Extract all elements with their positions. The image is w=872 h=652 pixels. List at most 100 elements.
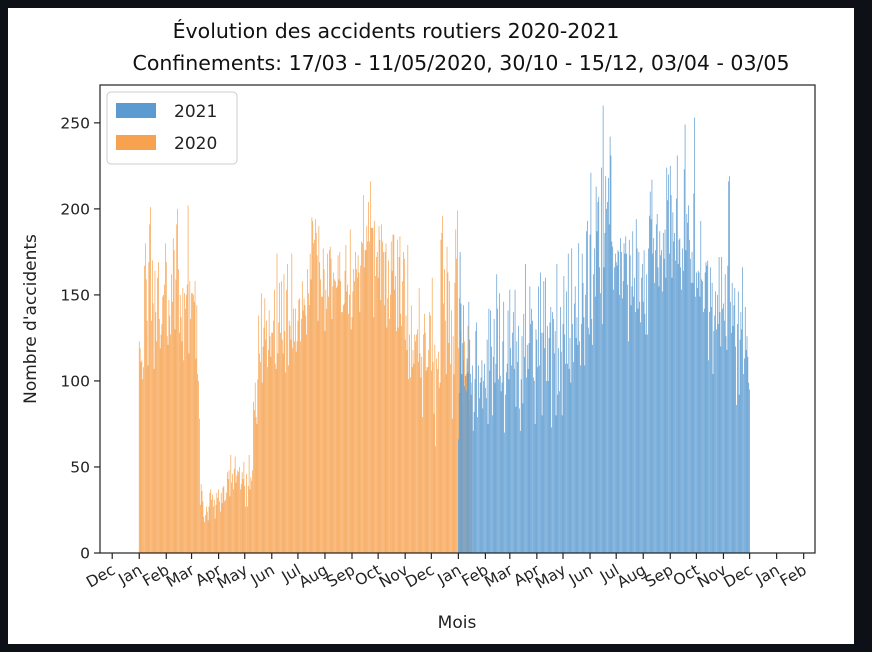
bar-2020 (399, 236, 401, 553)
bar-2021 (496, 274, 498, 553)
bar-2021 (590, 172, 592, 553)
bar-2021 (619, 294, 621, 553)
bar-2021 (608, 177, 609, 553)
bar-2021 (614, 267, 615, 553)
bar-2021 (477, 417, 478, 553)
bar-2021 (569, 337, 571, 553)
bar-2020 (301, 319, 302, 553)
bar-2021 (731, 282, 733, 553)
bar-2020 (386, 327, 388, 553)
bar-2021 (497, 308, 498, 553)
bar-2021 (634, 277, 635, 553)
bar-2020 (368, 202, 369, 553)
bar-2021 (726, 349, 728, 553)
bar-2020 (329, 246, 331, 554)
bar-2020 (207, 520, 209, 553)
bar-2021 (709, 312, 710, 553)
y-axis-label: Nombre d'accidents (21, 234, 41, 404)
bar-2021 (748, 382, 750, 553)
bar-2021 (602, 105, 604, 554)
bar-2021 (571, 248, 573, 553)
bar-2021 (721, 257, 723, 553)
bar-2020 (270, 356, 272, 553)
bar-2021 (656, 214, 658, 554)
bar-2021 (622, 281, 624, 553)
bar-2021 (478, 398, 480, 553)
bar-2020 (415, 341, 416, 553)
bar-2021 (577, 344, 579, 553)
bar-2021 (686, 214, 688, 554)
bar-2021 (705, 262, 707, 553)
bar-2021 (509, 289, 511, 553)
bar-2020 (372, 227, 374, 553)
bar-2021 (536, 339, 538, 553)
bar-2020 (170, 334, 171, 553)
bar-2020 (323, 269, 325, 553)
bar-2021 (564, 334, 566, 553)
bar-2020 (187, 205, 189, 553)
x-tick-label: Jun (247, 561, 278, 589)
bar-2020 (424, 332, 426, 553)
bar-2021 (526, 377, 527, 553)
bar-2020 (240, 484, 242, 553)
bar-2020 (328, 296, 329, 553)
bar-2020 (400, 313, 402, 553)
bar-2020 (246, 473, 247, 553)
bar-2021 (689, 258, 691, 553)
bar-2020 (349, 294, 350, 553)
bar-2021 (479, 382, 481, 553)
bar-2021 (556, 263, 558, 553)
bar-2020 (235, 482, 237, 553)
plot-area-frame (99, 84, 816, 554)
bar-2020 (205, 515, 206, 553)
bar-2020 (336, 286, 338, 553)
bar-2021 (683, 169, 685, 553)
bar-2020 (238, 472, 239, 553)
bar-2020 (401, 325, 403, 553)
bar-2021 (485, 387, 486, 553)
bar-2021 (529, 286, 531, 553)
bar-2021 (693, 193, 695, 553)
bar-2020 (432, 362, 434, 553)
x-tick-label: Dec (83, 561, 118, 592)
bar-2020 (204, 522, 205, 553)
bar-2020 (218, 489, 219, 553)
bar-2021 (521, 336, 523, 553)
bar-2020 (333, 272, 335, 553)
bar-2021 (472, 430, 474, 553)
bar-2021 (586, 231, 587, 553)
bar-2021 (492, 415, 493, 553)
bar-2021 (702, 281, 703, 553)
bar-2021 (617, 250, 619, 553)
bar-2020 (344, 270, 346, 553)
bar-2020 (381, 224, 382, 553)
bar-2021 (541, 415, 543, 553)
bar-2021 (528, 343, 530, 553)
bar-2021 (583, 317, 585, 553)
bar-2020 (192, 293, 193, 553)
bar-2021 (478, 365, 479, 553)
bar-2020 (269, 336, 271, 553)
bar-2020 (184, 293, 185, 553)
bar-2020 (316, 255, 318, 553)
bar-2020 (403, 258, 405, 553)
bar-2021 (562, 324, 564, 553)
x-tick-label: Feb (777, 561, 810, 590)
bar-2021 (696, 288, 698, 553)
bar-2021 (532, 320, 533, 553)
bar-2020 (234, 456, 236, 553)
bar-2021 (662, 291, 663, 553)
bar-2020 (358, 272, 360, 553)
bar-2021 (588, 334, 590, 553)
bar-2021 (741, 329, 743, 553)
legend-swatch-2020 (116, 135, 156, 150)
bar-2020 (168, 300, 170, 553)
bar-2020 (436, 358, 437, 553)
bar-2020 (201, 491, 203, 553)
bar-2020 (412, 349, 414, 553)
bar-2020 (407, 245, 409, 553)
bar-2021 (647, 334, 648, 553)
bar-2021 (625, 236, 627, 553)
bar-2020 (251, 480, 253, 553)
bar-2021 (493, 319, 495, 553)
